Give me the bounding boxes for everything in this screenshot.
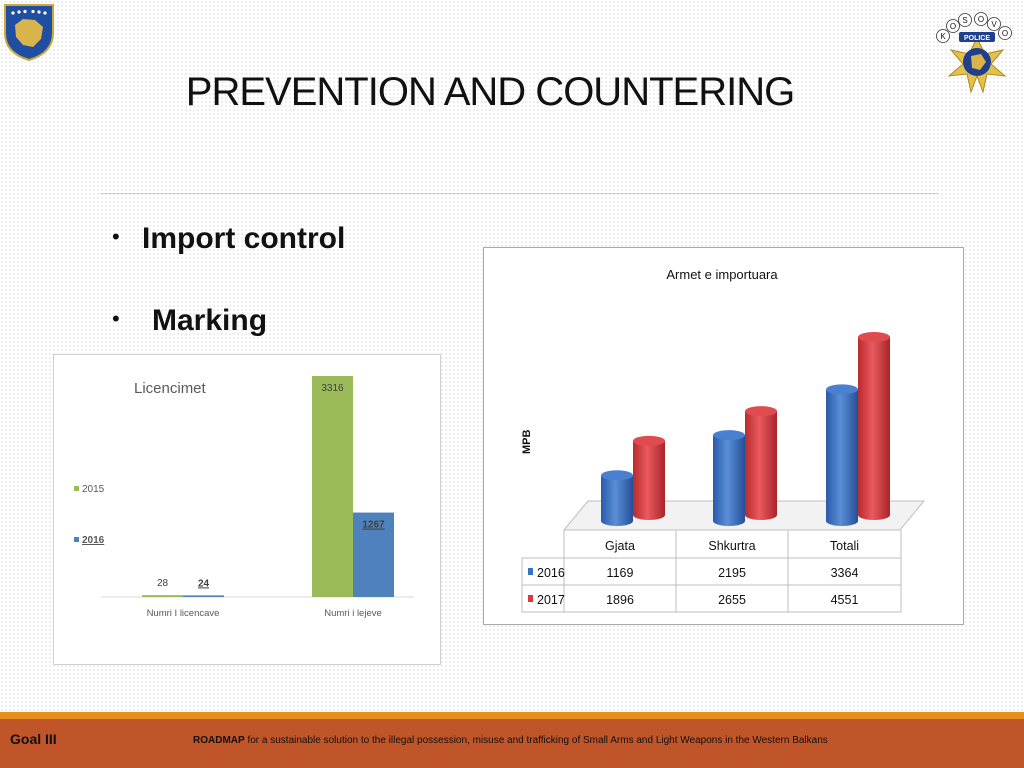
armet-bar-2016 [713,435,745,521]
licencimet-data-label: 1267 [362,520,385,531]
police-letter: O [978,15,984,24]
licencimet-data-label: 24 [198,578,210,589]
armet-table-value: 1169 [607,566,634,580]
armet-table-value: 2655 [718,593,746,607]
police-text: POLICE [964,35,990,42]
licencimet-bar-2016 [353,512,394,597]
title-divider [100,193,938,194]
armet-legend-label: 2016 [537,566,565,580]
licencimet-chart-title: Licencimet [134,380,207,397]
armet-bar-2017 [633,440,665,515]
kosovo-coat-of-arms-logo [4,4,54,61]
police-letter: O [950,22,956,31]
armet-cylinder-top-2017 [745,406,777,417]
armet-chart-svg: Armet e importuara MPB Gjata Shkurtra Tota… [521,267,926,613]
armet-cylinder-top-2016 [601,470,633,481]
armet-table-value: 1896 [606,593,634,607]
armet-table-value: 4551 [831,593,859,607]
licencimet-category-label: Numri i lejeve [324,608,382,619]
armet-y-axis-label: MPB [521,430,533,455]
armet-cylinder-top-2017 [633,435,665,446]
licencimet-bar-2015 [142,595,183,597]
armet-bar-2017 [858,337,890,515]
bullet-item-import-control: • Import control [112,222,346,255]
armet-cylinder-top-2017 [858,332,890,342]
bullet-item-marking: • Marking [112,304,268,337]
armet-bar-2017 [745,411,777,515]
armet-legend-swatch [528,595,533,602]
police-letter-ring [936,29,950,43]
police-letter: V [991,20,997,29]
bullet-dot-icon: • [112,224,120,249]
armet-cylinder-top-2016 [713,430,745,441]
armet-bar-2016 [601,475,633,521]
licencimet-category-label: Numri I licencave [147,608,220,619]
armet-chart: Armet e importuara MPB Gjata Shkurtra Tota… [483,247,964,625]
bullet-dot-icon: • [112,306,120,331]
armet-category-label: Totali [830,539,859,553]
page-title: PREVENTION AND COUNTERING [185,70,795,114]
police-letter-ring [974,12,988,26]
licencimet-legend-swatch [74,537,79,542]
roadmap-caption: ROADMAP for a sustainable solution to th… [193,735,828,746]
footer-accent-bar [0,712,1024,719]
armet-chart-title: Armet e importuara [666,267,778,282]
licencimet-data-label: 28 [157,578,169,589]
armet-category-label: Shkurtra [708,539,755,553]
armet-legend-swatch [528,568,533,575]
licencimet-chart-svg: Licencimet 28 24 Numri I licencave 3316 1267… [74,376,414,619]
licencimet-legend-label: 2015 [82,484,105,495]
armet-cylinder-top-2016 [826,384,858,395]
licencimet-legend-swatch [74,486,79,491]
police-letter-ring [998,26,1012,40]
licencimet-data-label: 3316 [321,383,344,394]
police-letter: K [940,32,946,41]
licencimet-bar-2016 [183,595,224,597]
goal-label: Goal III [10,731,57,747]
police-letter: S [962,16,967,25]
kosovo-police-badge-logo: POLICE KOS OVO [936,12,1012,94]
police-letter: O [1002,29,1008,38]
police-letter-ring [987,17,1001,31]
armet-category-label: Gjata [605,539,635,553]
armet-table-value: 3364 [831,566,859,580]
licencimet-chart: Licencimet 28 24 Numri I licencave 3316 1267… [53,354,441,665]
police-letter-ring [958,13,972,27]
armet-legend-label: 2017 [537,593,565,607]
police-letter-ring [946,19,960,33]
licencimet-legend-label: 2016 [82,535,105,546]
armet-table-value: 2195 [718,566,746,580]
licencimet-bar-2015 [312,376,353,597]
armet-bar-2016 [826,389,858,521]
footer-bar: Goal III ROADMAP for a sustainable solut… [0,719,1024,768]
